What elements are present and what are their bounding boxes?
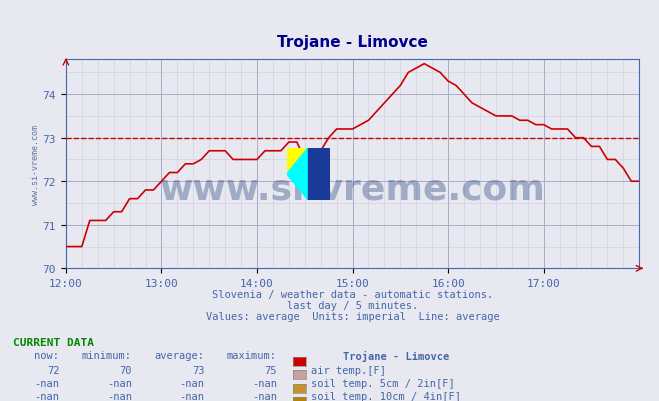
Text: -nan: -nan: [107, 378, 132, 388]
Text: -nan: -nan: [34, 378, 59, 388]
Text: 73: 73: [192, 365, 204, 375]
Text: -nan: -nan: [34, 391, 59, 401]
Text: maximum:: maximum:: [227, 350, 277, 360]
Text: 70: 70: [119, 365, 132, 375]
Text: -nan: -nan: [252, 378, 277, 388]
Polygon shape: [287, 148, 308, 174]
Text: air temp.[F]: air temp.[F]: [311, 365, 386, 375]
Text: minimum:: minimum:: [82, 350, 132, 360]
Text: soil temp. 5cm / 2in[F]: soil temp. 5cm / 2in[F]: [311, 378, 455, 388]
Text: now:: now:: [34, 350, 59, 360]
Text: 75: 75: [264, 365, 277, 375]
Text: Trojane - Limovce: Trojane - Limovce: [343, 350, 449, 361]
Text: average:: average:: [154, 350, 204, 360]
Text: last day / 5 minutes.: last day / 5 minutes.: [287, 301, 418, 310]
Text: Trojane - Limovce: Trojane - Limovce: [277, 34, 428, 50]
Polygon shape: [287, 148, 308, 200]
Text: -nan: -nan: [179, 391, 204, 401]
Text: -nan: -nan: [252, 391, 277, 401]
Text: 72: 72: [47, 365, 59, 375]
Text: CURRENT DATA: CURRENT DATA: [13, 338, 94, 348]
Text: www.si-vreme.com: www.si-vreme.com: [159, 172, 546, 207]
Y-axis label: www.si-vreme.com: www.si-vreme.com: [31, 124, 40, 205]
Text: -nan: -nan: [107, 391, 132, 401]
Text: Values: average  Units: imperial  Line: average: Values: average Units: imperial Line: av…: [206, 312, 500, 321]
Text: -nan: -nan: [179, 378, 204, 388]
Text: Slovenia / weather data - automatic stations.: Slovenia / weather data - automatic stat…: [212, 290, 493, 300]
Text: soil temp. 10cm / 4in[F]: soil temp. 10cm / 4in[F]: [311, 391, 461, 401]
Polygon shape: [308, 148, 330, 200]
